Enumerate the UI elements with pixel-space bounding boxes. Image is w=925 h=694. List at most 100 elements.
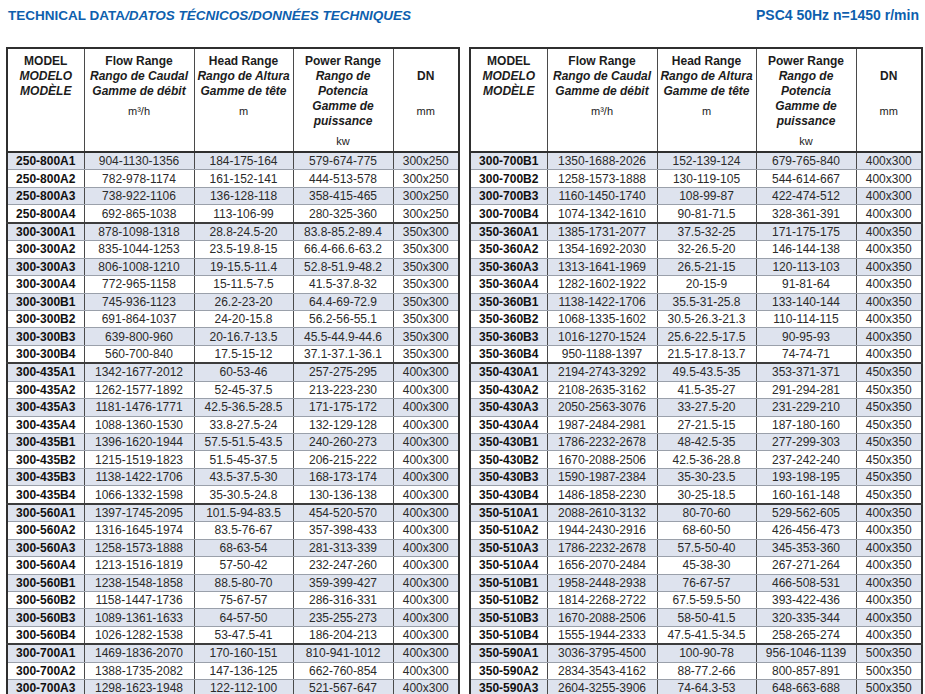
flow-range-cell: 639-800-960 bbox=[84, 328, 194, 345]
power-range-cell: 45.5-44.9-44.6 bbox=[293, 328, 393, 345]
head-range-cell: 35-30-23.5 bbox=[657, 468, 756, 485]
model-cell: 300-300A3 bbox=[7, 258, 84, 275]
head-range-cell: 108-99-87 bbox=[657, 187, 756, 204]
head-range-cell: 52-45-37.5 bbox=[194, 381, 293, 398]
power-range-cell: 267-271-264 bbox=[756, 557, 856, 574]
dn-cell: 400x300 bbox=[393, 486, 459, 504]
flow-range-cell: 1138-1422-1706 bbox=[84, 468, 194, 485]
model-cell: 350-360A4 bbox=[470, 276, 547, 293]
flow-range-cell: 1555-1944-2333 bbox=[547, 626, 657, 644]
dn-column-header: DN mm bbox=[856, 48, 922, 152]
table-row: 350-430A12194-2743-329249.5-43.5-35353-3… bbox=[470, 363, 922, 381]
model-cell: 350-360B2 bbox=[470, 310, 547, 327]
head-range-cell: 48-42.5-35 bbox=[657, 434, 756, 451]
power-range-cell: 83.8-85.2-89.4 bbox=[293, 223, 393, 241]
page-title: TECHNICAL DATA/DATOS TÉCNICOS/DONNÉES TE… bbox=[8, 8, 411, 23]
dn-cell: 350x300 bbox=[393, 223, 459, 241]
table-row: 250-800A2782-978-1174161-152-141444-513-… bbox=[7, 170, 459, 187]
flow-range-cell: 1388-1735-2082 bbox=[84, 662, 194, 679]
dn-cell: 400x350 bbox=[856, 223, 922, 241]
head-range-cell: 68-60-50 bbox=[657, 522, 756, 539]
model-cell: 300-560A3 bbox=[7, 539, 84, 556]
power-range-cell: 257-275-295 bbox=[293, 363, 393, 381]
model-cell: 300-560B4 bbox=[7, 626, 84, 644]
table-row: 300-435B11396-1620-194457.5-51.5-43.5240… bbox=[7, 434, 459, 451]
header-label: Gamme de tête bbox=[196, 84, 292, 99]
model-cell: 350-510B4 bbox=[470, 626, 547, 644]
flow-range-cell: 782-978-1174 bbox=[84, 170, 194, 187]
model-cell: 300-435A4 bbox=[7, 416, 84, 433]
model-cell: 300-700A1 bbox=[7, 644, 84, 662]
table-row: 350-430A41987-2484-298127-21.5-15187-180… bbox=[470, 416, 922, 433]
power-range-cell: 37.1-37.1-36.1 bbox=[293, 345, 393, 363]
model-cell: 300-560B1 bbox=[7, 574, 84, 591]
table-row: 350-510B21814-2268-272267.5-59.5-50393-4… bbox=[470, 591, 922, 608]
table-row: 300-560B31089-1361-163364-57-50235-255-2… bbox=[7, 609, 459, 626]
model-cell: 250-800A2 bbox=[7, 170, 84, 187]
header-label: Gamme de puissance bbox=[758, 99, 855, 129]
model-cell: 300-560B2 bbox=[7, 591, 84, 608]
power-range-cell: 64.4-69-72.9 bbox=[293, 293, 393, 310]
flow-range-cell: 1215-1519-1823 bbox=[84, 451, 194, 468]
power-range-cell: 206-215-222 bbox=[293, 451, 393, 468]
flow-range-column-header: Flow Range Rango de Caudal Gamme de débi… bbox=[84, 48, 194, 152]
model-cell: 300-300B1 bbox=[7, 293, 84, 310]
dn-cell: 350x300 bbox=[393, 310, 459, 327]
model-cell: 250-800A4 bbox=[7, 205, 84, 223]
unit-label: mm bbox=[858, 105, 921, 118]
flow-range-cell: 1160-1450-1740 bbox=[547, 187, 657, 204]
head-range-cell: 152-139-124 bbox=[657, 152, 756, 170]
dn-cell: 400x300 bbox=[393, 591, 459, 608]
head-range-cell: 20-16.7-13.5 bbox=[194, 328, 293, 345]
header-label: Gamme de tête bbox=[659, 84, 755, 99]
head-range-cell: 35.5-31-25.8 bbox=[657, 293, 756, 310]
flow-range-cell: 2604-3255-3906 bbox=[547, 680, 657, 694]
model-cell: 350-430A4 bbox=[470, 416, 547, 433]
page-title-main: TECHNICAL DATA bbox=[8, 8, 125, 23]
table-row: 300-435A21262-1577-189252-45-37.5213-223… bbox=[7, 381, 459, 398]
power-range-cell: 521-567-647 bbox=[293, 680, 393, 694]
table-row: 250-800A4692-865-1038113-106-99280-325-3… bbox=[7, 205, 459, 223]
power-range-cell: 529-562-605 bbox=[756, 504, 856, 522]
model-cell: 300-560A4 bbox=[7, 557, 84, 574]
table-row: 300-435A41088-1360-153033.8-27.5-24132-1… bbox=[7, 416, 459, 433]
flow-range-cell: 1486-1858-2230 bbox=[547, 486, 657, 504]
power-range-cell: 186-204-213 bbox=[293, 626, 393, 644]
flow-range-cell: 1656-2070-2484 bbox=[547, 557, 657, 574]
head-range-cell: 24-20-15.8 bbox=[194, 310, 293, 327]
series-speed-label: PSC4 50Hz n=1450 r/min bbox=[756, 7, 919, 23]
model-cell: 300-560A1 bbox=[7, 504, 84, 522]
flow-range-cell: 1385-1731-2077 bbox=[547, 223, 657, 241]
power-range-cell: 232-247-260 bbox=[293, 557, 393, 574]
table-row: 300-560B41026-1282-153853-47.5-41186-204… bbox=[7, 626, 459, 644]
dn-cell: 400x300 bbox=[856, 170, 922, 187]
dn-cell: 400x300 bbox=[393, 574, 459, 591]
table-row: 350-430B31590-1987-238435-30-23.5193-198… bbox=[470, 468, 922, 485]
head-range-cell: 67.5-59.5-50 bbox=[657, 591, 756, 608]
dn-cell: 500x350 bbox=[856, 662, 922, 679]
head-range-cell: 64-57-50 bbox=[194, 609, 293, 626]
model-cell: 300-700B1 bbox=[470, 152, 547, 170]
power-range-cell: 187-180-160 bbox=[756, 416, 856, 433]
power-range-cell: 168-173-174 bbox=[293, 468, 393, 485]
table-row: 300-300A3806-1008-121019-15.5-11.452.8-5… bbox=[7, 258, 459, 275]
head-range-cell: 26.2-23-20 bbox=[194, 293, 293, 310]
model-cell: 350-510B2 bbox=[470, 591, 547, 608]
table-row: 300-300B1745-936-112326.2-23-2064.4-69-7… bbox=[7, 293, 459, 310]
table-row: 350-430A32050-2563-307633-27.5-20231-229… bbox=[470, 399, 922, 416]
power-range-cell: 662-760-854 bbox=[293, 662, 393, 679]
dn-cell: 400x300 bbox=[856, 152, 922, 170]
tables-container: MODEL MODELO MODÈLE Flow Range Rango de … bbox=[6, 47, 923, 694]
model-cell: 350-510B3 bbox=[470, 609, 547, 626]
power-range-cell: 358-415-465 bbox=[293, 187, 393, 204]
dn-cell: 400x300 bbox=[393, 363, 459, 381]
model-cell: 350-360A3 bbox=[470, 258, 547, 275]
flow-range-cell: 1313-1641-1969 bbox=[547, 258, 657, 275]
power-range-cell: 213-223-230 bbox=[293, 381, 393, 398]
flow-range-cell: 1258-1573-1888 bbox=[547, 170, 657, 187]
model-cell: 350-430A2 bbox=[470, 381, 547, 398]
unit-label: m³/h bbox=[86, 105, 193, 118]
power-range-cell: 444-513-578 bbox=[293, 170, 393, 187]
model-cell: 350-360B4 bbox=[470, 345, 547, 363]
header-label: MODEL bbox=[9, 54, 83, 69]
